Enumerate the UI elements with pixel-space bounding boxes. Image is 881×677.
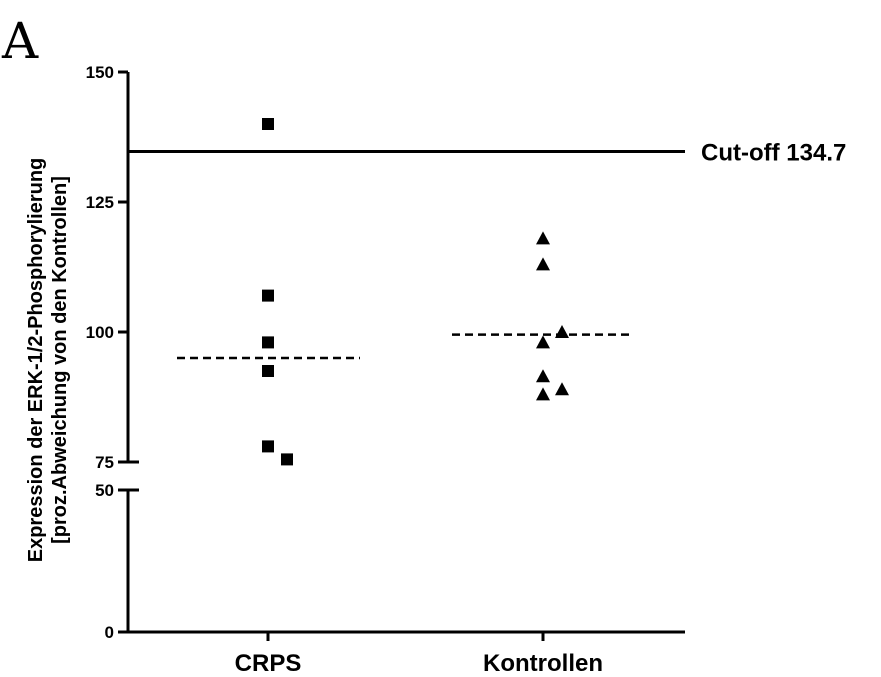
data-points: [262, 118, 569, 466]
y-tick-label: 100: [86, 323, 114, 342]
y-tick-label: 150: [86, 63, 114, 82]
cutoff-label: Cut-off 134.7: [701, 140, 846, 167]
y-tick-label: 125: [86, 193, 114, 212]
data-point-triangle: [536, 231, 550, 245]
median-lines: [177, 333, 632, 360]
data-point-triangle: [536, 257, 550, 271]
data-point-square: [262, 440, 274, 453]
data-point-square: [262, 365, 274, 377]
y-ticks: 0 50 75 100 125 150: [86, 63, 139, 642]
x-category-label-crps: CRPS: [235, 650, 302, 677]
axes: [126, 72, 685, 641]
y-axis-label-line-1: Expression der ERK-1/2-Phosphorylierung: [25, 158, 47, 563]
data-point-triangle: [536, 335, 550, 349]
data-point-triangle: [555, 382, 569, 396]
x-category-label-kontrollen: Kontrollen: [483, 650, 603, 677]
y-axis-label-line-2: [proz.Abweichung von den Kontrollen]: [49, 176, 71, 544]
y-tick-label: 0: [105, 623, 114, 642]
data-point-square: [262, 336, 274, 349]
data-point-square: [262, 118, 274, 130]
data-point-triangle: [536, 387, 550, 401]
data-point-triangle: [536, 369, 550, 383]
y-tick-label: 75: [95, 453, 114, 472]
data-point-square: [281, 453, 293, 466]
y-tick-label: 50: [95, 481, 114, 500]
panel-letter: A: [1, 12, 39, 70]
data-point-triangle: [555, 325, 569, 338]
data-point-square: [262, 289, 274, 302]
